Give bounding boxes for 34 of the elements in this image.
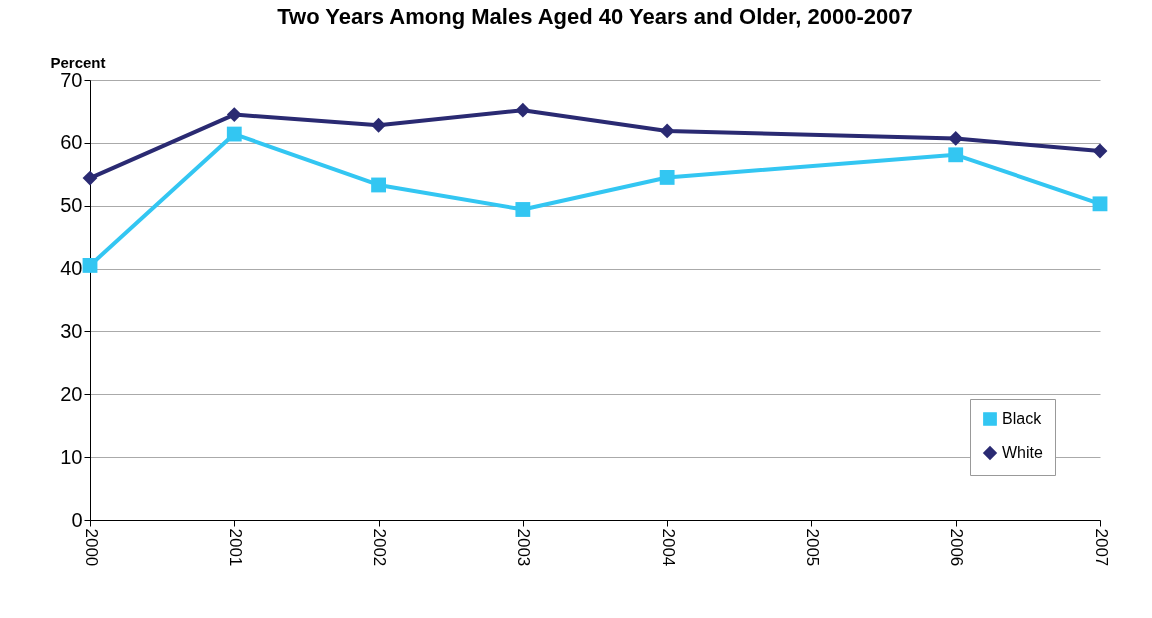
point (515, 202, 531, 217)
x-tick-label: 2007 (1091, 528, 1111, 567)
point (226, 126, 242, 142)
x-tick-label: 2006 (947, 528, 967, 567)
y-tick-label: 0 (71, 508, 83, 531)
x-tick-label: 2002 (370, 528, 390, 567)
point (371, 177, 386, 193)
legend-label: Black (1002, 410, 1043, 427)
point (515, 102, 531, 118)
y-tick-label: 50 (60, 194, 83, 217)
point (371, 117, 386, 133)
y-axis-title: Percent (50, 53, 106, 71)
point (226, 107, 242, 122)
x-tick-label: 2003 (514, 528, 534, 567)
x-tick-label: 2005 (802, 528, 822, 567)
y-tick-label: 30 (60, 319, 83, 342)
point (82, 258, 98, 273)
x-tick-label: 2000 (81, 528, 101, 567)
y-tick-label: 70 (60, 68, 83, 91)
point (659, 170, 675, 185)
chart-title: Two Years Among Males Aged 40 Years and Older, 2000-2007 (277, 4, 913, 29)
y-tick-label: 60 (60, 131, 83, 154)
point (82, 170, 98, 186)
point (659, 123, 675, 139)
point (1092, 196, 1108, 212)
y-tick-label: 20 (60, 382, 83, 405)
y-tick-label: 40 (60, 257, 83, 280)
point (948, 147, 964, 163)
legend-label: White (1002, 444, 1043, 461)
point (948, 131, 964, 146)
x-tick-label: 2001 (225, 528, 245, 567)
y-tick-label: 10 (60, 445, 83, 468)
x-tick-label: 2004 (658, 528, 678, 567)
point (1092, 143, 1108, 159)
